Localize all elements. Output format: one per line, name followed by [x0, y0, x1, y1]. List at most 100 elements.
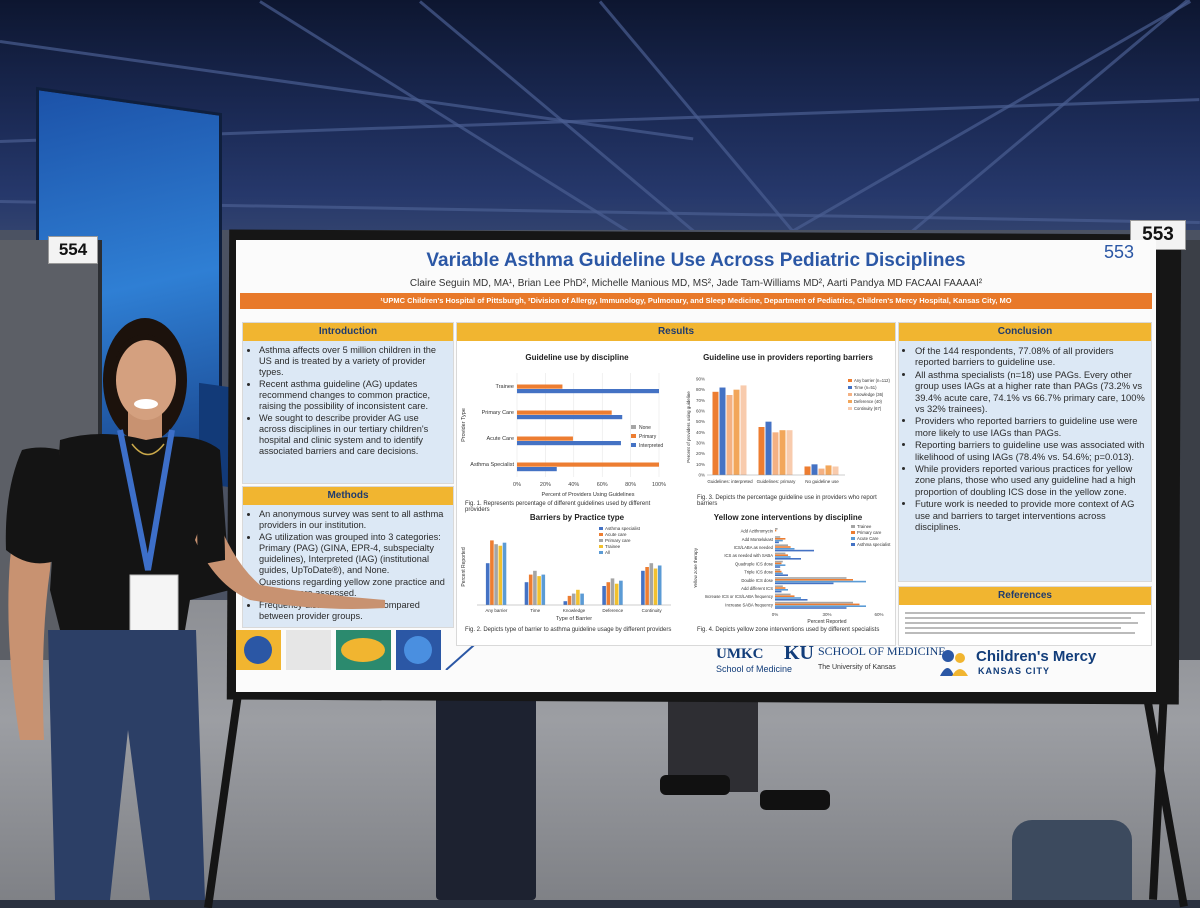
- backpack: [1012, 820, 1132, 900]
- fig2-bar: [614, 583, 619, 605]
- fig2-caption: Fig. 2. Depicts type of barrier to asthm…: [465, 627, 672, 633]
- fig4-bar: [775, 569, 781, 571]
- fig4-bar: [775, 572, 783, 575]
- visitor-shoe: [660, 775, 730, 795]
- fig2-category-label: Any barrier: [485, 608, 508, 613]
- references-heading: References: [899, 587, 1151, 605]
- fig4-bar: [775, 546, 791, 548]
- fig3-ytick: 90%: [696, 377, 705, 382]
- booth-number-553: 553: [1130, 220, 1186, 250]
- fig3-bar: [818, 468, 825, 475]
- fig3-bar: [726, 395, 733, 475]
- fig3-title: Guideline use in providers reporting bar…: [703, 353, 873, 362]
- introduction-heading: Introduction: [243, 323, 453, 341]
- references-section: References: [898, 586, 1152, 646]
- fig2-bar: [606, 582, 611, 605]
- fig4-xtick: 30%: [822, 612, 831, 617]
- fig1-bar: [517, 410, 612, 415]
- fig2-bar: [619, 580, 623, 605]
- fig4-caption: Fig. 4. Depicts yellow zone intervention…: [697, 627, 880, 633]
- fig3-ytick: 60%: [696, 409, 705, 414]
- fig2-bar: [602, 586, 606, 605]
- results-section: Results Guideline use by discipline 0% 20…: [456, 322, 896, 646]
- fig3-legend-label: Any barrier (n=112): [854, 378, 890, 383]
- fig3-bar: [740, 385, 747, 475]
- fig3-bar: [811, 464, 818, 475]
- fig3-legend-label: Continuity (67): [854, 406, 882, 411]
- fig3-legend-swatch: [848, 407, 852, 410]
- booth-number-554: 554: [48, 236, 98, 264]
- fig1-legend-label: Interpreted: [639, 443, 663, 449]
- poster-title: Variable Asthma Guideline Use Across Ped…: [426, 250, 966, 271]
- fig4-bar: [775, 564, 786, 566]
- fig2-legend-label: Acute care: [605, 532, 627, 537]
- fig4-bar: [775, 554, 788, 556]
- fig4-bar: [775, 582, 834, 585]
- fig4-bar: [775, 585, 783, 587]
- fig4-bar: [775, 605, 866, 607]
- fig4-category-label: ICS as needed with SABA: [724, 553, 773, 558]
- fig4-bar: [775, 558, 801, 560]
- fig4-bar: [775, 577, 847, 579]
- fig2-bar: [641, 570, 645, 605]
- fig4-bar: [775, 570, 782, 573]
- fig4-category-label: ICS/LABA as needed: [734, 545, 774, 550]
- conclusion-list: Of the 144 respondents, 77.08% of all pr…: [899, 345, 1151, 533]
- conclusion-bullet: Of the 144 respondents, 77.08% of all pr…: [915, 345, 1145, 368]
- visitor-legs: [436, 690, 536, 900]
- fig4-bar: [775, 528, 778, 530]
- fig1-bar: [517, 389, 659, 394]
- fig4-bar: [775, 595, 795, 597]
- fig4-bar: [775, 548, 795, 550]
- fig4-bar: [775, 552, 786, 555]
- fig4-bar: [775, 579, 853, 581]
- fig3-legend-swatch: [848, 393, 852, 396]
- fig2-bar: [645, 567, 649, 605]
- fig2-chart: Any barrier Time Knowledge Deference Continu…: [461, 526, 671, 622]
- fig1-bar: [517, 462, 659, 467]
- fig4-bar: [775, 536, 781, 538]
- fig2-bar: [541, 574, 546, 605]
- fig4-legend-label: Asthma specialist: [857, 542, 891, 547]
- fig1-xtick: 60%: [597, 482, 608, 488]
- fig2-xlabel: Type of Barrier: [556, 616, 592, 622]
- fig3-ytick: 20%: [696, 451, 705, 456]
- fig2-bar: [649, 563, 654, 605]
- presenter-woman: [5, 318, 385, 900]
- ku-school: SCHOOL OF MEDICINE: [818, 644, 946, 658]
- fig2-bar: [524, 582, 529, 605]
- fig2-legend-swatch: [599, 533, 603, 536]
- fig4-ylabel: Yellow zone therapy: [693, 547, 698, 588]
- fig1-bar: [517, 467, 557, 472]
- fig3-legend-swatch: [848, 400, 852, 403]
- ku-logo: KU: [784, 642, 814, 664]
- fig2-bar: [610, 578, 615, 605]
- fig4-bar: [775, 562, 782, 565]
- fig3-ytick: 40%: [696, 430, 705, 435]
- fig2-category-label: Deference: [602, 608, 623, 613]
- fig1-xtick: 100%: [652, 482, 666, 488]
- fig2-legend-label: Asthma specialist: [605, 526, 641, 531]
- fig3-ytick: 30%: [696, 441, 705, 446]
- fig2-category-label: Knowledge: [563, 608, 586, 613]
- fig4-bar: [775, 601, 853, 604]
- methods-bullet: AG utilization was grouped into 3 catego…: [259, 532, 447, 576]
- fig2-category-label: Continuity: [642, 608, 663, 613]
- fig1-legend-swatch: [631, 443, 636, 447]
- fig2-bar: [580, 593, 584, 605]
- fig2-bar: [576, 589, 580, 605]
- fig2-bar: [490, 540, 494, 605]
- fig3-caption: Fig. 3. Depicts the percentage guideline…: [697, 495, 877, 507]
- fig3-ytick: 10%: [696, 462, 705, 467]
- fig3-legend-swatch: [848, 379, 852, 382]
- fig1-category-label: Asthma Specialist: [470, 462, 514, 468]
- fig4-legend-label: Primary care: [857, 530, 882, 535]
- fig1-bar: [517, 436, 573, 441]
- fig1-legend-swatch: [631, 425, 636, 429]
- fig2-legend-swatch: [599, 539, 603, 542]
- fig2-bar: [498, 545, 503, 605]
- fig3-legend-label: Deference (40): [854, 399, 883, 404]
- introduction-bullet: We sought to describe provider AG use ac…: [259, 413, 447, 457]
- fig2-legend-swatch: [599, 545, 603, 548]
- fig2-bar: [537, 576, 541, 605]
